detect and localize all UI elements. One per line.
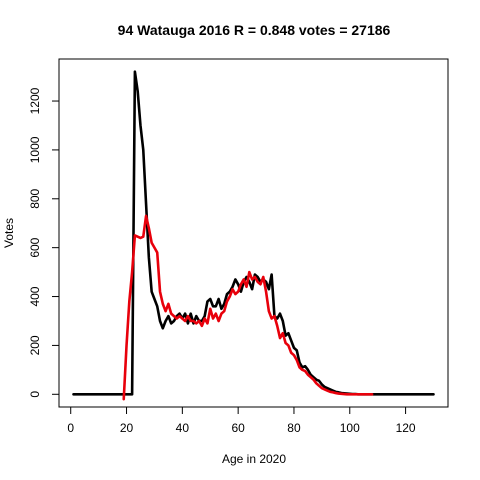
y-tick-label: 600 <box>28 237 42 257</box>
x-tick-label: 60 <box>231 421 245 435</box>
series-line-2 <box>122 214 374 401</box>
chart-title: 94 Watauga 2016 R = 0.848 votes = 27186 <box>118 22 391 38</box>
x-tick-label: 100 <box>340 421 360 435</box>
x-tick-label: 80 <box>287 421 301 435</box>
y-tick-label: 0 <box>28 391 42 398</box>
x-axis-label: Age in 2020 <box>222 452 286 466</box>
y-tick-label: 1200 <box>28 87 42 114</box>
x-tick-label: 120 <box>396 421 416 435</box>
y-tick-label: 200 <box>28 335 42 355</box>
plot-frame <box>58 58 449 408</box>
x-tick-label: 0 <box>67 421 74 435</box>
series-line-1 <box>72 70 435 396</box>
x-tick-label: 40 <box>176 421 190 435</box>
series-group <box>72 70 435 401</box>
x-axis: 0 20 40 60 80 100 120 <box>67 406 416 435</box>
y-axis-label: Votes <box>2 218 16 248</box>
y-axis: 0 200 400 600 800 1000 1200 <box>28 87 60 398</box>
y-tick-label: 400 <box>28 286 42 306</box>
x-tick-label: 20 <box>120 421 134 435</box>
y-tick-label: 800 <box>28 188 42 208</box>
y-tick-label: 1000 <box>28 136 42 163</box>
